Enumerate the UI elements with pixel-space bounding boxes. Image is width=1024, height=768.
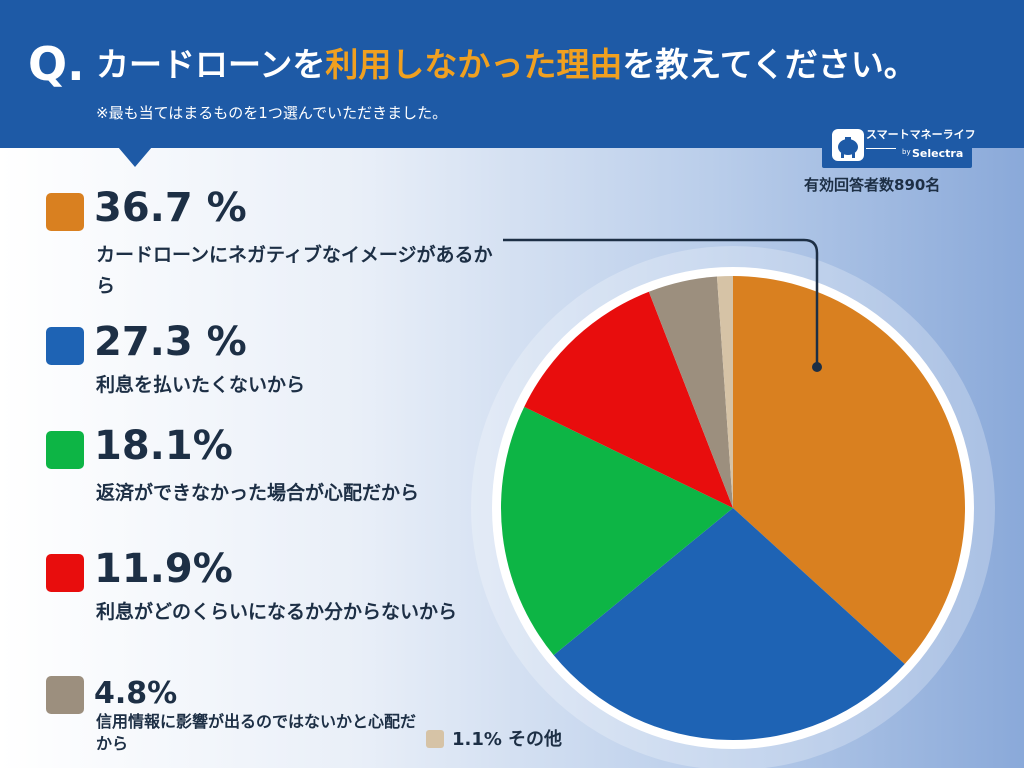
leader-line (503, 238, 819, 366)
legend-swatch (46, 554, 84, 592)
pie-slice (716, 276, 733, 508)
legend-swatch (46, 676, 84, 714)
legend-label: 返済ができなかった場合が心配だから (96, 482, 420, 504)
brand-name: スマートマネーライフ (866, 128, 976, 141)
header-pointer (118, 147, 152, 167)
legend-percent: 1.1% (452, 729, 502, 750)
pie-slice (648, 276, 733, 508)
header-banner: Q. カードローンを利用しなかった理由を教えてください。 ※最も当てはまるものを… (0, 0, 1024, 148)
pie-slice (553, 508, 905, 740)
question-title: カードローンを利用しなかった理由を教えてください。 (96, 40, 917, 90)
legend-label: 信用情報に影響が出るのではないかと心配だから (96, 712, 417, 753)
legend-label: 利息がどのくらいになるか分からないから (96, 601, 458, 623)
pie-slice (500, 406, 733, 656)
legend-label: 利息を払いたくないから (96, 374, 306, 396)
legend-swatch (46, 193, 84, 231)
respondent-count: 有効回答者数890名 (804, 176, 941, 194)
legend-swatch (46, 431, 84, 469)
brand-by: by (902, 148, 911, 156)
question-title-start: カードローンを (96, 45, 326, 84)
legend-percent: 11.9% (94, 546, 233, 592)
piggy-bank-icon (832, 129, 864, 161)
selection-note: ※最も当てはまるものを1つ選んでいただきました。 (96, 104, 448, 122)
legend-label: その他 (508, 729, 562, 750)
pie-slice (524, 291, 733, 508)
question-title-highlight: 利用しなかった理由 (325, 45, 623, 84)
pie-slice (733, 276, 965, 664)
brand-sub: Selectra (912, 147, 964, 160)
legend-percent: 27.3 % (94, 319, 247, 365)
leader-dot (812, 362, 822, 372)
brand-divider (866, 148, 896, 149)
legend-percent: 36.7 % (94, 185, 247, 231)
legend-percent: 4.8% (94, 676, 178, 711)
legend-label: カードローンにネガティブなイメージがあるから (96, 244, 493, 297)
question-mark-label: Q. (28, 37, 85, 91)
brand-logo: スマートマネーライフ by Selectra (822, 122, 976, 168)
legend-swatch (426, 730, 444, 748)
question-title-end: を教えてください。 (622, 45, 917, 84)
legend-swatch (46, 327, 84, 365)
legend-percent: 18.1% (94, 423, 233, 469)
